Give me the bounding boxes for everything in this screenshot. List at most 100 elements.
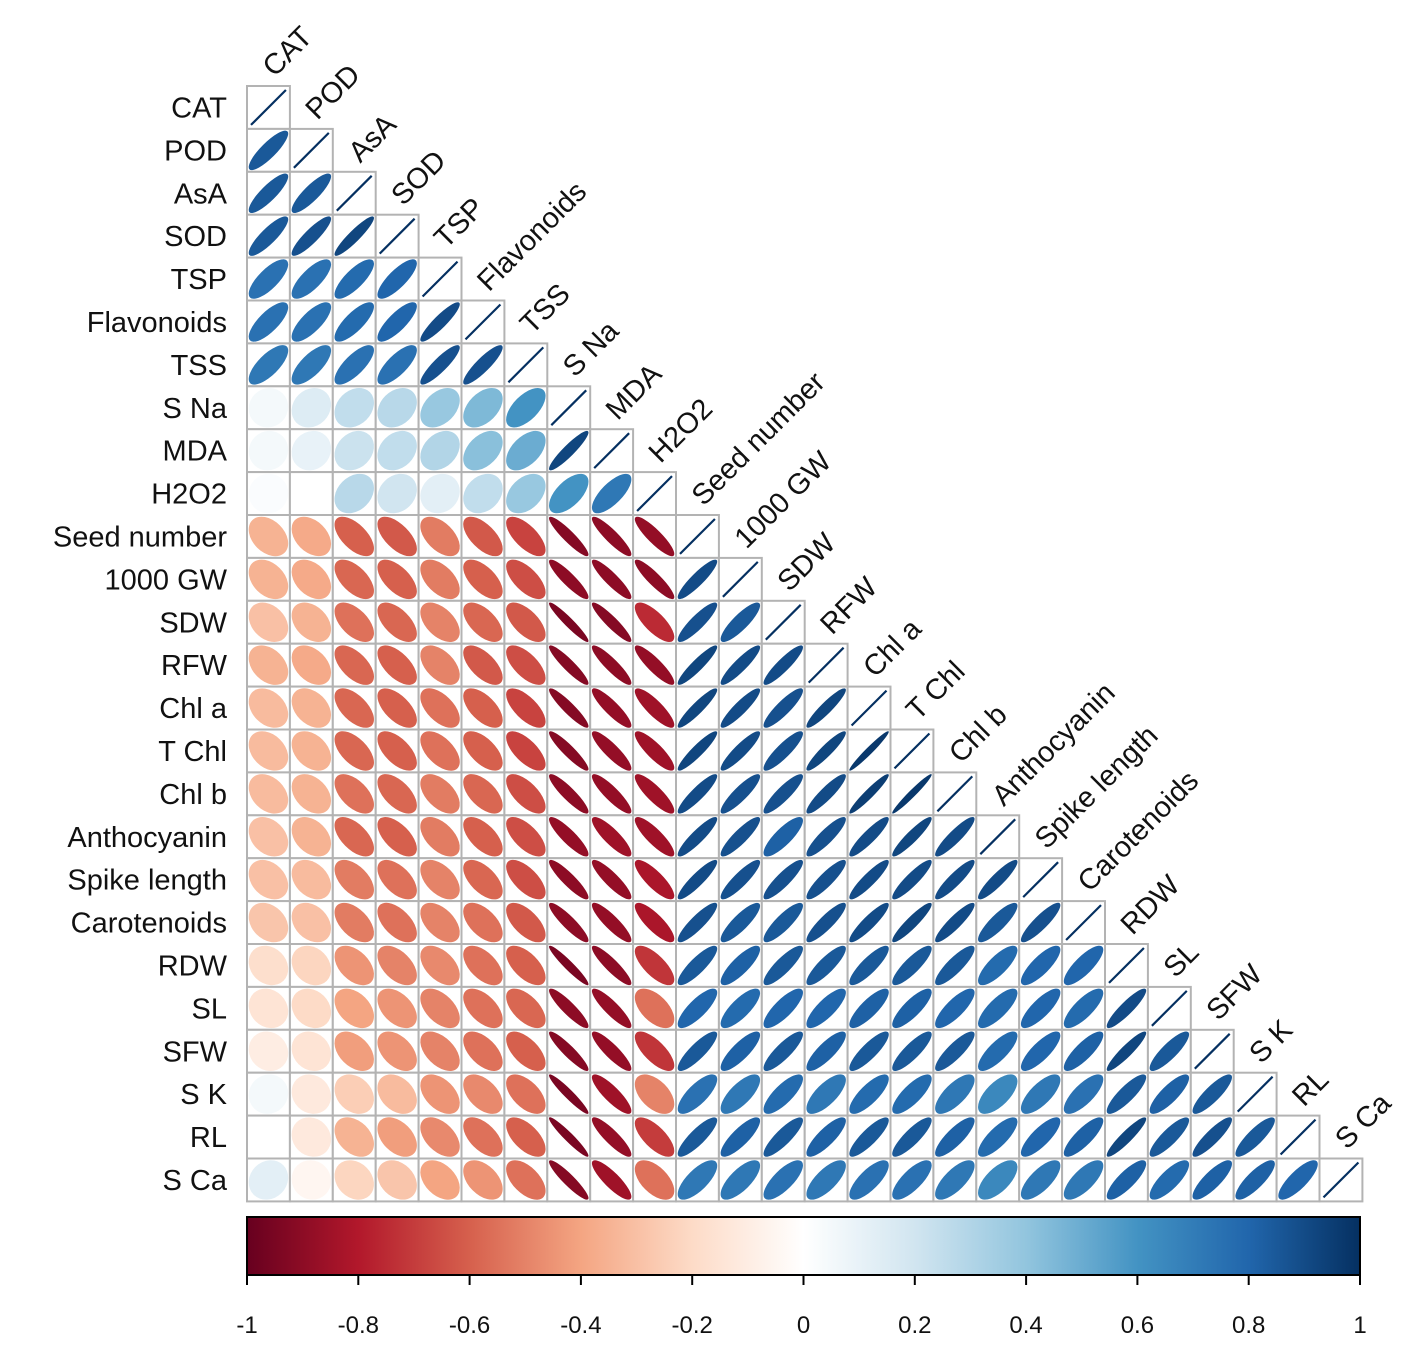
column-label-asa: AsA <box>343 108 404 169</box>
cell-rfw-mda <box>589 642 635 688</box>
cell-sfw-rfw <box>803 1028 849 1074</box>
correlation-ellipse <box>248 216 289 256</box>
cell-chl-a-sod <box>374 685 420 731</box>
correlation-ellipse <box>248 173 289 213</box>
column-label-sl: SL <box>1158 936 1206 984</box>
cell-sdw-asa <box>331 599 377 645</box>
column-label-sdw: SDW <box>772 527 843 598</box>
cell-tss-cat <box>246 342 291 388</box>
diagonal-mark <box>421 260 459 298</box>
cell-asa-pod <box>288 170 334 216</box>
cell-1000-gw-1000-gw <box>717 556 763 602</box>
cell-t-chl-1000-gw <box>717 728 763 774</box>
correlation-ellipse <box>1106 1031 1147 1071</box>
correlation-ellipse <box>463 859 503 900</box>
correlation-ellipse <box>591 688 632 728</box>
correlation-ellipse <box>248 388 289 428</box>
correlation-ellipse <box>978 859 1018 900</box>
cell-s-ca-rdw <box>1104 1157 1149 1203</box>
cell-chl-b-1000-gw <box>717 771 763 817</box>
cell-anthocyanin-sod <box>374 814 420 860</box>
correlation-ellipse <box>248 602 289 642</box>
cell-s-k-s-k <box>1232 1071 1278 1117</box>
correlation-ellipse <box>978 1117 1018 1157</box>
correlation-ellipse <box>334 1160 374 1200</box>
cell-s-na-sod <box>374 385 420 431</box>
correlation-ellipse <box>377 731 417 771</box>
cell-seed-number-tss <box>503 514 549 559</box>
correlation-ellipse <box>1020 945 1061 986</box>
correlation-ellipse <box>935 817 975 857</box>
row-label-sod: SOD <box>164 221 227 253</box>
cell-flavonoids-asa <box>331 299 377 345</box>
correlation-ellipse <box>1192 1074 1232 1114</box>
correlation-ellipse <box>420 345 460 385</box>
cell-rdw-anthocyanin <box>975 943 1021 988</box>
cell-sdw-h2o2 <box>632 599 677 645</box>
correlation-ellipse <box>506 602 546 642</box>
cell-rfw-pod <box>288 642 334 688</box>
cell-seed-number-cat <box>246 514 291 559</box>
cell-sdw-cat <box>246 599 291 645</box>
cell-s-k-1000-gw <box>717 1071 763 1117</box>
correlation-ellipse <box>634 817 675 857</box>
colorbar-tick-label: -0.2 <box>672 1312 713 1339</box>
cell-pod-cat <box>246 127 291 173</box>
correlation-ellipse <box>591 559 632 600</box>
correlation-ellipse <box>634 988 675 1029</box>
correlation-ellipse <box>634 602 675 642</box>
cell-t-chl-cat <box>246 728 291 774</box>
correlation-ellipse <box>334 345 374 385</box>
cell-rfw-seed-number <box>675 642 720 688</box>
correlation-ellipse <box>291 945 332 986</box>
row-label-sl: SL <box>192 993 227 1025</box>
correlation-ellipse <box>978 1074 1018 1114</box>
cell-carotenoids-cat <box>246 900 291 945</box>
cell-rfw-tss <box>503 642 549 688</box>
correlation-ellipse <box>334 1031 374 1071</box>
correlation-ellipse <box>763 774 803 814</box>
correlation-ellipse <box>377 1074 417 1114</box>
correlation-ellipse <box>248 688 289 728</box>
correlation-ellipse <box>892 1031 932 1071</box>
cell-rl-flavonoids <box>460 1114 506 1160</box>
correlation-ellipse <box>591 1160 632 1200</box>
cell-mda-mda <box>589 428 635 474</box>
correlation-ellipse <box>334 1074 374 1114</box>
cell-s-k-sod <box>374 1071 420 1117</box>
correlation-ellipse <box>549 859 589 900</box>
cell-rdw-asa <box>331 943 377 988</box>
cell-sod-pod <box>288 213 334 259</box>
correlation-ellipse <box>291 388 332 428</box>
correlation-ellipse <box>377 559 417 600</box>
diagonal-mark <box>1108 947 1145 984</box>
correlation-ellipse <box>1020 1031 1061 1071</box>
cell-spike-length-chl-b <box>932 857 978 903</box>
correlation-ellipse <box>677 1074 718 1114</box>
cell-spike-length-mda <box>589 857 635 903</box>
correlation-ellipse <box>720 731 761 771</box>
column-label-rfw: RFW <box>814 571 884 641</box>
correlation-ellipse <box>334 988 374 1029</box>
correlation-ellipse <box>591 1117 632 1157</box>
correlation-ellipse <box>463 817 503 857</box>
cell-sl-anthocyanin <box>975 985 1021 1031</box>
column-label-tss: TSS <box>514 278 577 341</box>
cell-mda-s-na <box>546 428 592 474</box>
cell-carotenoids-h2o2 <box>632 900 677 945</box>
correlation-ellipse <box>849 859 889 900</box>
cell-h2o2-tss <box>503 471 549 517</box>
cell-spike-length-tsp <box>417 857 463 903</box>
row-label-pod: POD <box>164 135 227 167</box>
correlation-ellipse <box>634 731 675 771</box>
cell-rl-mda <box>589 1114 635 1160</box>
column-label-flavonoids: Flavonoids <box>471 176 593 298</box>
cell-1000-gw-s-na <box>546 556 592 602</box>
cell-s-ca-1000-gw <box>717 1157 763 1203</box>
correlation-ellipse <box>549 902 589 943</box>
correlation-ellipse <box>506 388 546 428</box>
diagonal-mark <box>1322 1161 1360 1199</box>
correlation-ellipse <box>334 559 374 600</box>
cell-rfw-sdw <box>760 642 806 688</box>
row-label-s-ca: S Ca <box>163 1165 228 1197</box>
